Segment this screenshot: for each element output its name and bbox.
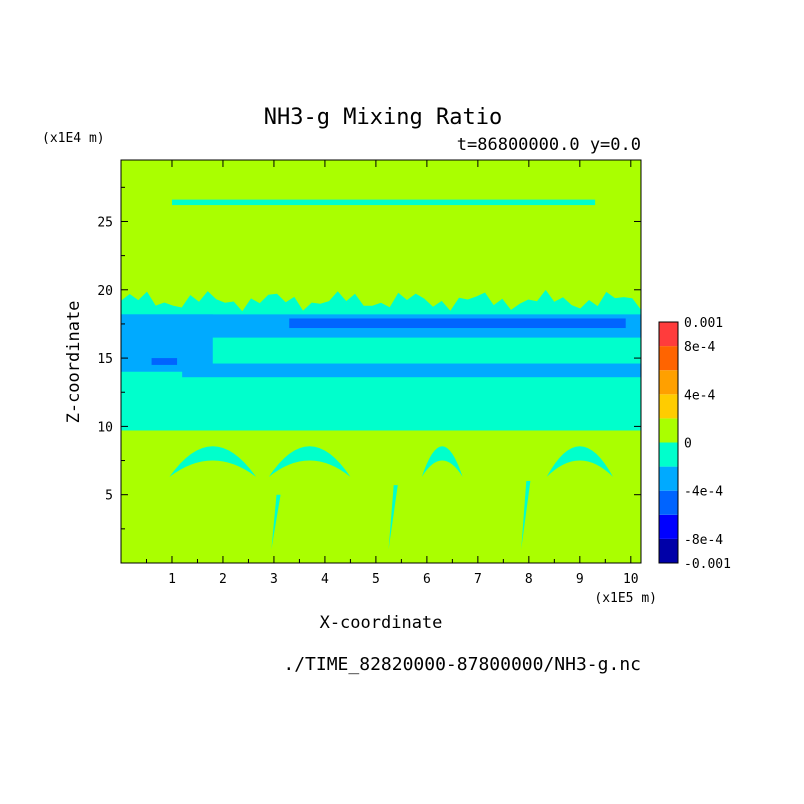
x-tick-label: 4 — [321, 572, 329, 587]
colorbar-swatch — [659, 394, 678, 419]
x-tick-label: 5 — [372, 572, 380, 587]
x-tick-label: 7 — [474, 572, 482, 587]
colorbar-tick-label: -8e-4 — [684, 533, 723, 548]
contour-arc — [546, 446, 613, 477]
contour-streak — [521, 481, 531, 550]
x-tick-label: 9 — [576, 572, 584, 587]
chart-subtitle: t=86800000.0 y=0.0 — [457, 135, 641, 155]
colorbar-swatch — [659, 322, 678, 347]
y-tick-label: 15 — [97, 352, 113, 367]
x-axis-label: X-coordinate — [320, 613, 443, 633]
x-tick-label: 2 — [219, 572, 227, 587]
contour-streak — [271, 494, 281, 550]
colorbar-tick-label: -0.001 — [684, 557, 731, 572]
colorbar-tick-label: 4e-4 — [684, 388, 715, 403]
y-tick-label: 5 — [105, 489, 113, 504]
contour-arc — [421, 446, 463, 477]
y-tick-label: 20 — [97, 284, 113, 299]
chart-title: NH3-g Mixing Ratio — [264, 105, 502, 130]
contour-region — [289, 318, 626, 329]
x-tick-label: 8 — [525, 572, 533, 587]
contour-features — [121, 289, 641, 550]
contour-region — [171, 199, 596, 206]
colorbar-frame — [658, 321, 679, 564]
y-axis-label: Z-coordinate — [64, 301, 84, 424]
x-tick-label: 10 — [623, 572, 639, 587]
plot-frame — [120, 159, 642, 564]
x-tick-label: 6 — [423, 572, 431, 587]
y-tick-label: 25 — [97, 215, 113, 230]
y-axis-unit: (x1E4 m) — [42, 131, 105, 146]
y-axis-ticks: 5 10 15 20 25 — [97, 186, 641, 530]
x-axis-unit: (x1E5 m) — [594, 591, 657, 606]
y-tick-label: 10 — [97, 420, 113, 435]
colorbar-swatch — [659, 514, 678, 539]
colorbar-swatch — [659, 490, 678, 515]
contour-region — [182, 363, 641, 378]
colorbar-swatch — [659, 370, 678, 395]
x-tick-label: 1 — [168, 572, 176, 587]
colorbar-tick-label: -4e-4 — [684, 485, 723, 500]
contour-arc — [169, 446, 257, 477]
contour-field — [121, 160, 641, 563]
colorbar-tick-label: 0.001 — [684, 316, 723, 331]
colorbar-swatch — [659, 418, 678, 443]
contour-arc — [268, 446, 351, 477]
colorbar-tick-label: 0 — [684, 437, 692, 452]
footer-file-path: ./TIME_82820000-87800000/NH3-g.nc — [283, 654, 641, 675]
colorbar-swatch — [659, 538, 678, 563]
contour-region — [151, 358, 178, 365]
contour-ragged-edge — [121, 289, 641, 313]
colorbar-swatch — [659, 442, 678, 467]
contour-streak — [388, 485, 398, 550]
x-tick-label: 3 — [270, 572, 278, 587]
colorbar-swatch — [659, 346, 678, 371]
colorbar: 0.001 8e-4 4e-4 0 -4e-4 -8e-4 -0.001 — [658, 316, 731, 572]
colorbar-tick-label: 8e-4 — [684, 340, 715, 355]
colorbar-swatch — [659, 466, 678, 491]
x-axis-ticks: 1 2 3 4 5 6 7 8 9 10 — [145, 160, 639, 587]
